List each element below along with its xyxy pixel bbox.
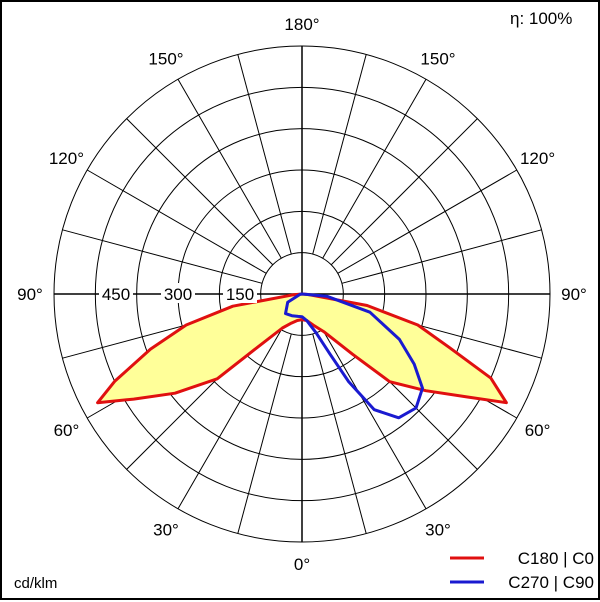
grid-spoke [86,169,267,274]
grid-spoke [330,118,478,266]
grid-spoke [177,329,282,510]
angle-label--30: 30° [425,521,451,540]
grid-spoke [337,169,518,274]
grid-spoke [62,229,263,284]
series-line-layer [96,292,508,420]
grid-spoke [237,54,292,255]
label-bg-top [280,13,324,35]
unit-label: cd/klm [14,575,57,592]
legend-label-c90: C270 | C90 [508,573,594,592]
grid-spoke [322,329,427,510]
radial-tick-bg [99,283,133,303]
radial-tick-bg [223,283,257,303]
angle-label--60: 60° [525,421,551,440]
angle-label-120: 120° [49,149,84,168]
label-bg-bottom [288,552,316,572]
label-bg-right [554,283,590,305]
radial-tick-bg [161,283,195,303]
grid-spoke [126,118,274,266]
grid-spoke [177,78,282,259]
legend: C180 | C0 C270 | C90 [450,549,594,592]
angle-label--120: 120° [520,149,555,168]
grid-spoke [237,333,292,534]
angle-label--150: 150° [420,49,455,68]
series-line-c90 [284,292,424,420]
angle-label-150: 150° [148,49,183,68]
efficiency-label: η: 100% [510,9,572,28]
radial-tick-label: 150 [226,285,254,304]
grid-spoke [312,333,367,534]
grid-spoke [322,78,427,259]
angle-label-30: 30° [153,521,179,540]
angle-label--90: 90° [561,285,587,304]
angle-label-90: 90° [17,285,43,304]
angle-label-60: 60° [54,421,80,440]
radial-tick-label: 300 [164,285,192,304]
series-line-c0 [96,292,508,405]
angle-label-0: 0° [294,555,310,574]
angle-label-180: 180° [284,15,319,34]
legend-label-c0: C180 | C0 [518,549,594,568]
grid-spoke [312,54,367,255]
radial-tick-label: 450 [102,285,130,304]
label-bg-left [14,283,50,305]
grid-spoke [341,229,542,284]
angle-labels: 150 300 450 180° 150° 150° 120° 120° 90° 90° 60° 60… [14,13,590,574]
